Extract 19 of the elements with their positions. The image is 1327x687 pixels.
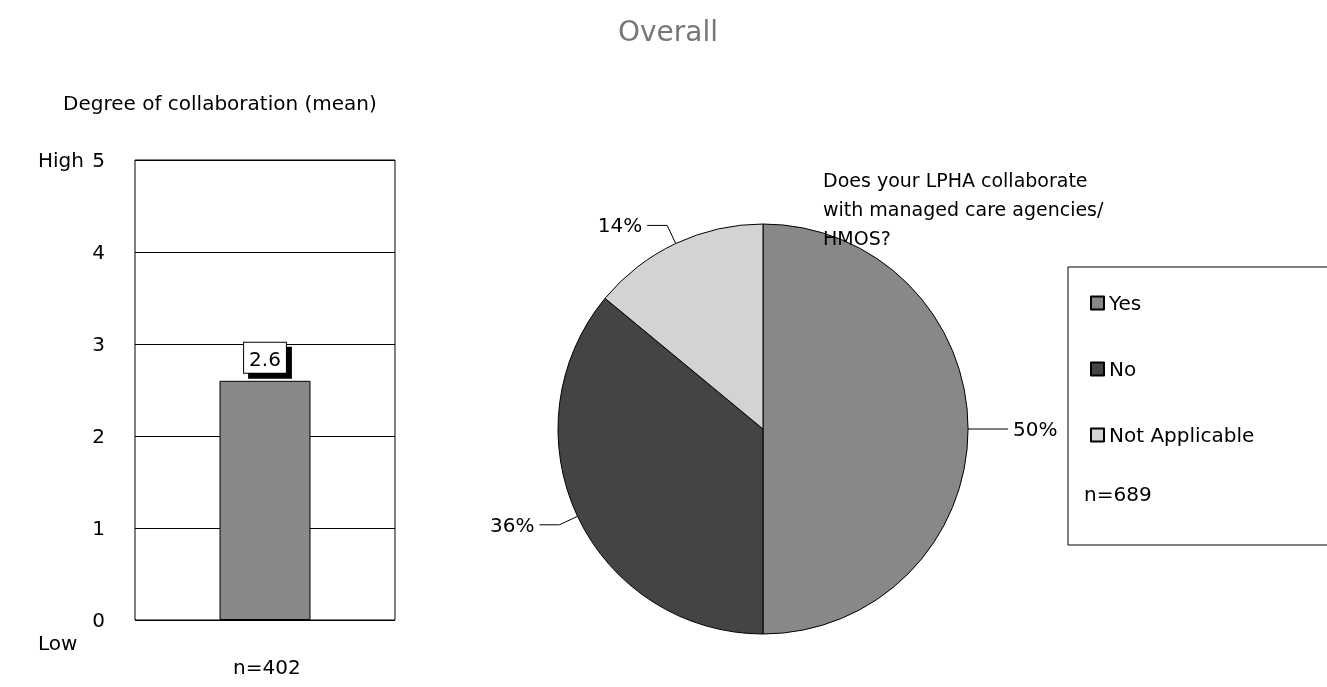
- y-tick-label: 4: [92, 240, 105, 264]
- y-tick-label: 2: [92, 424, 105, 448]
- text: High: [38, 148, 84, 172]
- y-tick-label: 5: [92, 148, 105, 172]
- y-tick-label: 1: [92, 516, 105, 540]
- data-label: 2.6: [249, 346, 281, 371]
- y-tick-label: 3: [92, 332, 105, 356]
- text: n=402: [233, 655, 301, 679]
- text: n=689: [1084, 482, 1152, 506]
- data-label: 14%: [597, 213, 643, 238]
- chart-title: Overall: [617, 14, 719, 48]
- data-label: 50%: [1013, 417, 1058, 441]
- text: Low: [38, 631, 78, 655]
- data-label: 36%: [489, 512, 535, 537]
- y-tick-label: 0: [92, 608, 105, 632]
- legend-label: No: [1109, 357, 1137, 381]
- legend-label: Yes: [1108, 291, 1142, 315]
- legend-label: Not Applicable: [1109, 423, 1255, 447]
- chart-title: Degree of collaboration (mean): [63, 91, 377, 115]
